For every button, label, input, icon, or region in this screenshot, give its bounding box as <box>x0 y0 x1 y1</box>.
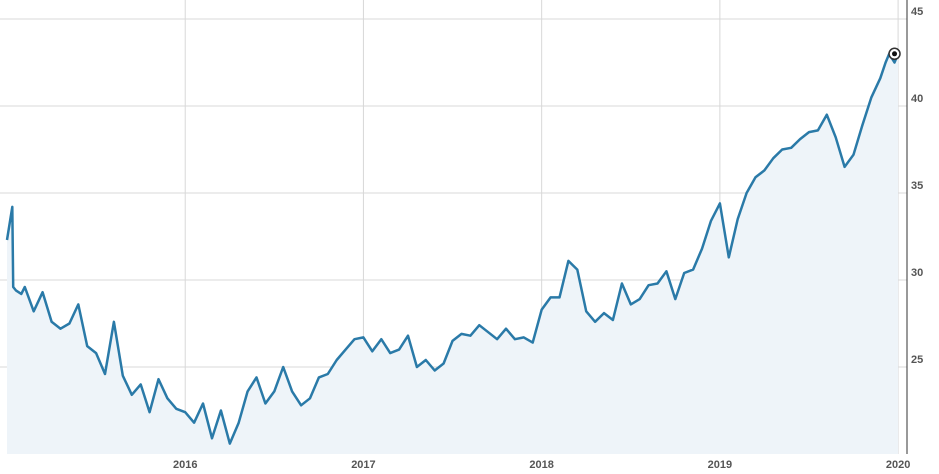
end-point-marker[interactable] <box>888 47 901 61</box>
x-tick-label: 2017 <box>351 459 375 471</box>
x-tick-label: 2016 <box>173 459 197 471</box>
end-marker-dot <box>892 51 898 57</box>
y-tick-label: 45 <box>911 6 923 18</box>
y-tick-label: 35 <box>911 180 923 192</box>
x-tick-label: 2019 <box>708 459 732 471</box>
x-tick-labels: 2016 2017 2018 2019 2020 <box>173 459 910 471</box>
y-tick-label: 40 <box>911 93 923 105</box>
x-tick-label: 2020 <box>886 459 910 471</box>
y-tick-label: 30 <box>911 267 923 279</box>
area-fill <box>7 53 899 455</box>
y-tick-labels: 25 30 35 40 45 <box>911 6 923 366</box>
x-tick-label: 2018 <box>529 459 553 471</box>
price-series-line <box>5 52 900 445</box>
y-tick-label: 25 <box>911 354 923 366</box>
